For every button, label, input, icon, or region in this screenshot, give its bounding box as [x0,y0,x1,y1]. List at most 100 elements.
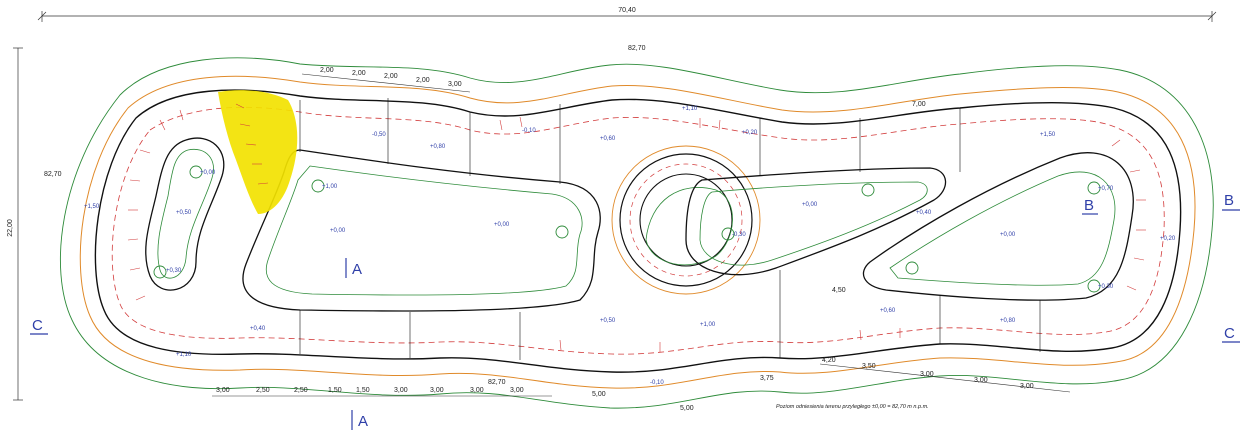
level-label: +0,30 [166,268,182,274]
drain-7 [905,261,919,275]
dim-bottom-2: 2,50 [256,387,270,394]
dim-bottom-right-3: 3,00 [920,371,934,378]
level-label: +0,00 [200,170,216,176]
right-island [685,167,947,276]
drain-3 [311,179,325,193]
drain-2 [153,265,167,279]
level-label: +0,20 [742,130,758,136]
left-hairpin-island [145,137,225,291]
level-label: +1,00 [322,184,338,190]
dim-top-4: 2,00 [416,77,430,84]
dim-misc-3: 5,00 [680,405,694,412]
section-mark-a-top: A [345,258,362,278]
bottom-right-dimension-chain: 4,20 3,50 3,00 3,00 3,00 [819,357,1071,393]
level-label: -0,10 [522,128,536,134]
ramp-hatching [127,109,1146,352]
dim-misc-4: 7,00 [912,101,926,108]
overall-length-dimension: 70,40 [37,7,1217,22]
drain-5 [721,227,735,241]
section-label-c-left: C [32,317,43,334]
dim-top-3: 2,00 [384,73,398,80]
center-bowl-outer [611,145,761,295]
bottom-dimension-chain: 3,00 2,50 2,50 1,50 1,50 3,00 3,00 3,00 … [212,387,552,397]
section-mark-c-right: C [1222,325,1240,343]
section-label-a-bottom: A [358,413,368,430]
dim-top-1: 2,00 [320,67,334,74]
highlighted-area [218,90,298,214]
outer-edge [94,89,1182,373]
level-label: +0,40 [250,326,266,332]
dim-bottom-6: 3,00 [394,387,408,394]
level-label: +0,00 [802,202,818,208]
section-mark-b-inner: B [1082,197,1098,215]
drain-1 [189,165,203,179]
section-label-b-inner: B [1084,197,1094,214]
center-bowl-inner [639,173,733,267]
dim-bottom-3: 2,50 [294,387,308,394]
level-label: -0,30 [732,232,746,238]
section-label-b-right: B [1224,192,1234,209]
overall-width-dimension: 22,00 [7,47,23,401]
right-island-inner [699,181,928,266]
level-label: +0,80 [1000,318,1016,324]
level-label: +1,00 [700,322,716,328]
drain-markers [153,165,1101,293]
level-label: +0,00 [330,228,346,234]
level-label: +0,40 [916,210,932,216]
highlight-hatching [235,103,269,185]
level-label: +0,00 [1000,232,1016,238]
section-mark-a-bottom: A [351,410,368,430]
level-label: +0,30 [1098,284,1114,290]
center-bowl-dash [629,163,743,277]
dim-bottom-1: 3,00 [216,387,230,394]
dim-bottom-9: 3,00 [510,387,524,394]
level-labels: +0,00 +0,50 +0,30 +1,00 +0,00 +0,00 -0,5… [84,106,1176,386]
dim-bottom-right-4: 3,00 [974,377,988,384]
far-right-island [862,152,1134,301]
level-label: +0,20 [1160,236,1176,242]
section-label-c-right: C [1224,325,1235,342]
dim-bottom-4: 1,50 [328,387,342,394]
level-label: +1,50 [84,204,100,210]
center-bowl-green [645,187,733,266]
central-island-inner [265,165,583,296]
terrain-outline [59,57,1214,409]
dim-top-5: 3,00 [448,81,462,88]
dim-bottom-8: 3,00 [470,387,484,394]
level-label: +0,60 [600,136,616,142]
dim-misc-1: 5,00 [592,391,606,398]
bottom-elevation: 82,70 [488,379,506,386]
drain-9 [1087,279,1101,293]
section-mark-b-right: B [1222,192,1240,211]
left-hairpin-inner [157,148,214,279]
level-label: +0,50 [600,318,616,324]
dim-top-2: 2,00 [352,70,366,77]
dim-bottom-right-5: 3,00 [1020,383,1034,390]
level-label: +0,80 [430,144,446,150]
drain-8 [1087,181,1101,195]
level-label: +0,50 [176,210,192,216]
level-label: -0,50 [372,132,386,138]
left-elevation: 82,70 [44,171,62,178]
top-elevation: 82,70 [628,45,646,52]
level-label: +1,10 [682,106,698,112]
misc-dimensions: 5,00 3,75 5,00 7,00 4,50 [592,101,926,412]
dim-bottom-right-1: 4,20 [822,357,836,364]
dim-bottom-5: 1,50 [356,387,370,394]
section-label-a-top: A [352,261,362,278]
level-label: +1,10 [176,352,192,358]
dim-bottom-7: 3,00 [430,387,444,394]
level-label: +1,50 [1040,132,1056,138]
datum-note: Poziom odniesienia terenu przyległego ±0… [776,404,929,410]
coping-line [79,75,1196,389]
top-dimension-chain: 2,00 2,00 2,00 2,00 3,00 [301,67,471,93]
far-right-island-inner [889,171,1116,286]
overall-length-label: 70,40 [618,7,636,14]
level-label: +0,00 [494,222,510,228]
section-lines [299,98,1041,360]
ramp-dash-line [111,106,1165,355]
level-label: +0,60 [880,308,896,314]
dim-bottom-right-2: 3,50 [862,363,876,370]
section-mark-c-left: C [30,317,48,335]
